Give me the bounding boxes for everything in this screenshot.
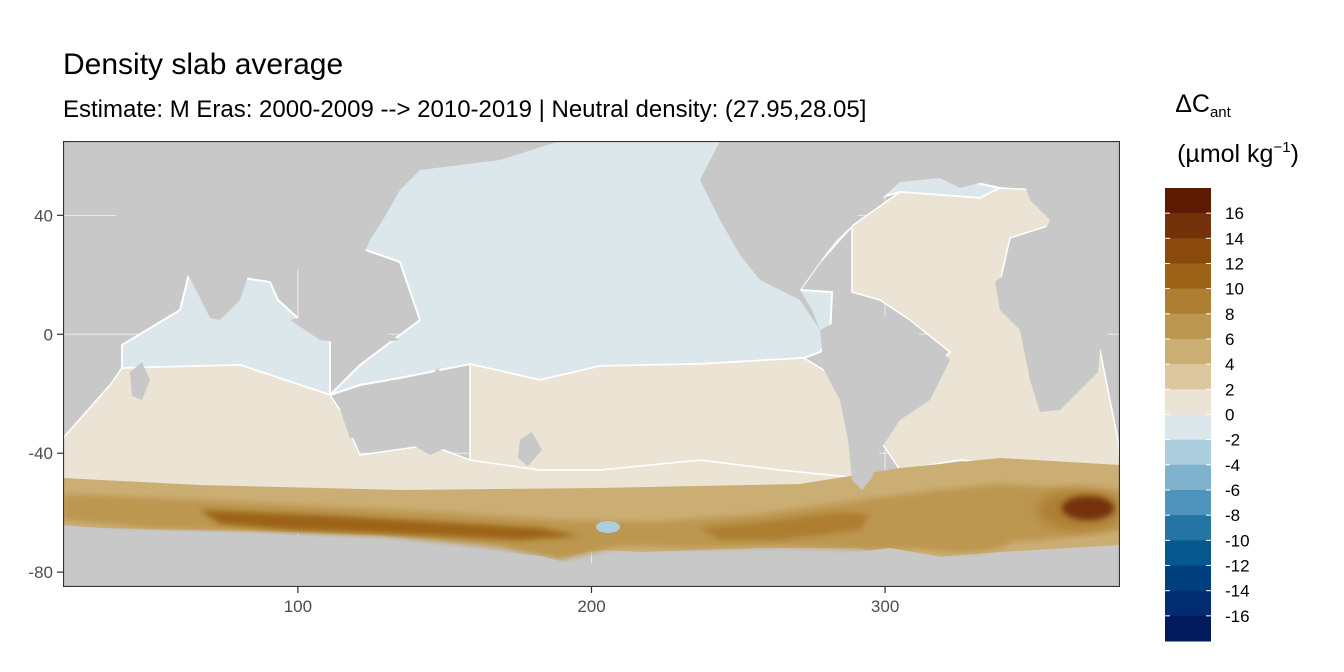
southern-ocean-pacific-strong — [700, 512, 870, 540]
legend-swatch — [1165, 414, 1211, 441]
legend-label: 4 — [1225, 355, 1234, 374]
legend-swatch — [1165, 364, 1211, 390]
north-america — [700, 141, 1000, 330]
legend-labels: 16 14 12 10 8 6 4 2 0 -2 -4 -6 -8 -10 -12 -14 -16 — [1165, 204, 1250, 626]
maritime-continent — [290, 310, 400, 345]
legend-label: 16 — [1225, 204, 1244, 223]
eurasia-east — [80, 141, 560, 272]
africa — [995, 262, 1116, 412]
legend-swatch — [1165, 288, 1211, 315]
legend-label: -16 — [1225, 607, 1250, 626]
legend-label: 12 — [1225, 255, 1244, 274]
legend-colorbar — [1165, 188, 1211, 642]
x-axis: 100 200 300 — [284, 587, 899, 616]
legend-swatch — [1165, 565, 1211, 592]
legend-swatch — [1165, 439, 1211, 466]
legend-label: 2 — [1225, 380, 1234, 399]
australia — [340, 368, 460, 455]
map-panel — [63, 141, 1120, 587]
legend-swatch — [1165, 540, 1211, 566]
legend-swatch — [1165, 339, 1211, 365]
legend-swatch — [1165, 490, 1211, 516]
new-zealand — [518, 432, 542, 466]
ross-sea-negative-patch — [596, 521, 620, 533]
y-tick-label: -40 — [28, 444, 53, 463]
panel-border — [63, 141, 1120, 587]
legend-label: -4 — [1225, 456, 1240, 475]
madagascar — [130, 362, 150, 400]
legend-label: 0 — [1225, 406, 1234, 425]
legend-swatch — [1165, 464, 1211, 491]
legend-swatch — [1165, 188, 1211, 214]
legend-label: -8 — [1225, 506, 1240, 525]
x-tick-label: 200 — [577, 597, 605, 616]
antarctica — [63, 530, 1120, 587]
weddell-gyre-core — [1062, 496, 1114, 520]
legend-label: 6 — [1225, 330, 1234, 349]
legend-label: -14 — [1225, 582, 1250, 601]
legend-label: 10 — [1225, 280, 1244, 299]
legend-title: ΔCant — [1175, 90, 1231, 121]
india — [180, 260, 250, 320]
legend-label: 14 — [1225, 229, 1244, 248]
y-axis: 40 0 -40 -80 — [28, 206, 63, 582]
legend-title-subscript: ant — [1210, 104, 1232, 121]
legend-swatch — [1165, 590, 1211, 617]
legend-swatch — [1165, 263, 1211, 290]
legend-label: -10 — [1225, 531, 1250, 550]
southern-ocean-strong-band — [200, 510, 580, 540]
eurasia-west — [1020, 141, 1120, 262]
y-tick-label: 40 — [34, 206, 53, 225]
chart-subtitle: Estimate: M Eras: 2000-2009 --> 2010-201… — [63, 96, 866, 123]
x-tick-label: 100 — [284, 597, 312, 616]
southern-ocean-mid-band — [63, 484, 1120, 560]
legend-label: -12 — [1225, 557, 1250, 576]
legend-swatch — [1165, 515, 1211, 541]
legend-swatch — [1165, 615, 1211, 642]
legend-label: -6 — [1225, 481, 1240, 500]
legend-label: -2 — [1225, 431, 1240, 450]
south-america — [820, 310, 950, 490]
y-tick-label: 0 — [44, 325, 53, 344]
legend-swatch — [1165, 213, 1211, 239]
legend: ΔCant (µmol kg−1) 16 14 12 10 8 6 4 2 0 -2 -4 -6 -8 -… — [1165, 90, 1299, 642]
legend-unit: (µmol kg−1) — [1177, 139, 1299, 168]
chart-title: Density slab average — [63, 48, 343, 81]
y-tick-label: -80 — [28, 563, 53, 582]
x-tick-label: 300 — [871, 597, 899, 616]
legend-unit-superscript: −1 — [1273, 139, 1290, 156]
legend-label: 8 — [1225, 305, 1234, 324]
legend-swatch — [1165, 238, 1211, 264]
legend-swatch — [1165, 389, 1211, 415]
legend-swatch — [1165, 313, 1211, 340]
land-masses — [63, 141, 1120, 587]
south-atlantic-deep-patch — [910, 528, 1010, 552]
